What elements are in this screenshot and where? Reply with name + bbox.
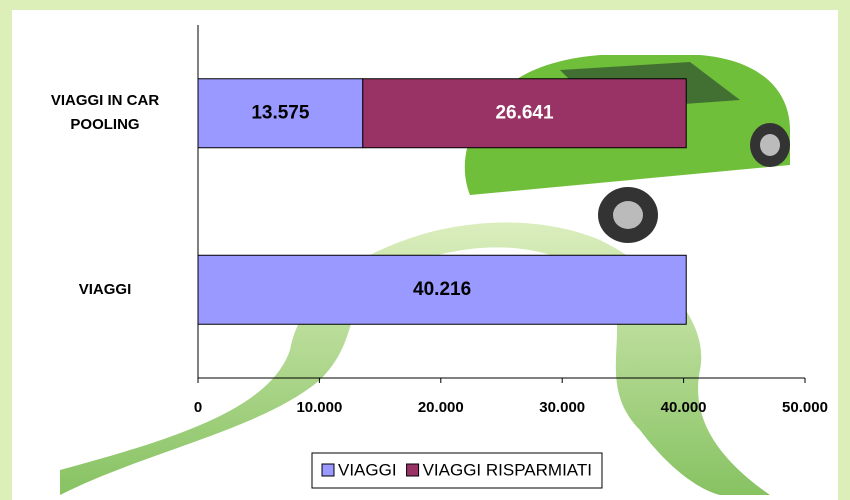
category-label-box: VIAGGI IN CAR POOLING — [50, 92, 160, 134]
legend-label: VIAGGI — [338, 460, 397, 479]
legend-swatch — [321, 463, 335, 477]
legend-box — [311, 452, 603, 489]
x-tick-label: 10.000 — [296, 399, 342, 416]
data-label: 26.641 — [495, 102, 554, 123]
legend-swatch — [406, 463, 420, 477]
road-decoration — [60, 222, 770, 495]
legend-label: VIAGGI RISPARMIATI — [423, 460, 592, 479]
data-label: 40.216 — [413, 279, 471, 300]
bar — [197, 254, 687, 325]
data-label: 13.575 — [251, 102, 310, 123]
legend: VIAGGI VIAGGI RISPARMIATI — [311, 452, 603, 489]
x-tick-label: 0 — [194, 399, 202, 416]
x-tick-label: 40.000 — [661, 399, 707, 416]
category-label-box: VIAGGI — [78, 280, 132, 298]
x-tick-label: 30.000 — [539, 399, 585, 416]
x-tick-label: 20.000 — [418, 399, 464, 416]
y-tick-label: VIAGGI — [78, 280, 132, 298]
bar — [362, 78, 687, 149]
y-tick-label: VIAGGI IN CAR POOLING — [50, 92, 160, 134]
x-tick-label: 50.000 — [782, 399, 828, 416]
bar — [197, 78, 364, 149]
